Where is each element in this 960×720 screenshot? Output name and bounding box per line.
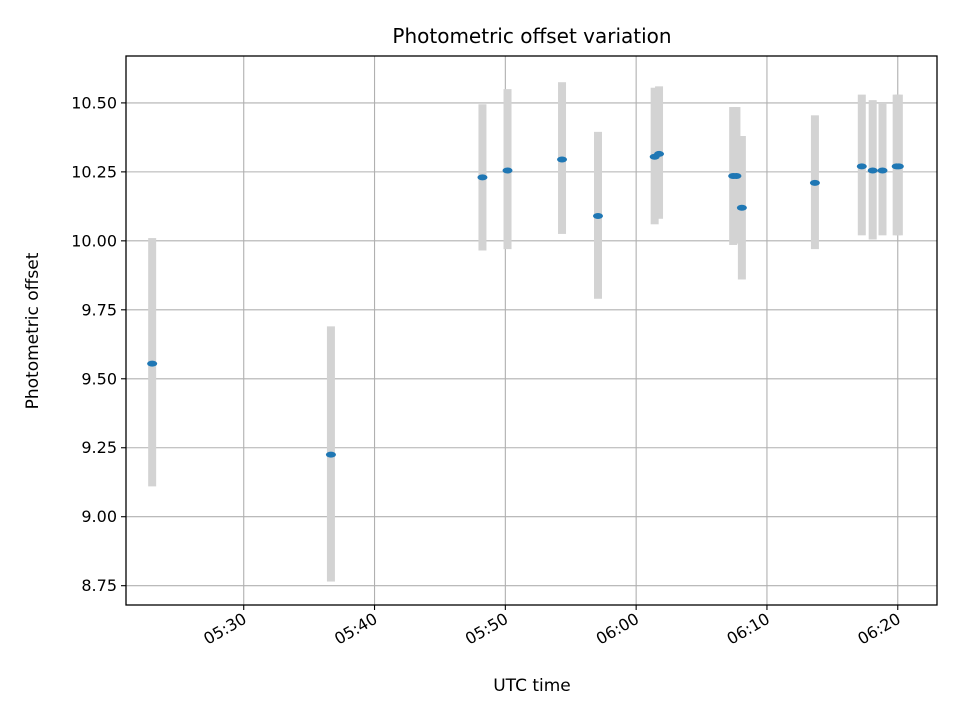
data-point	[557, 156, 568, 163]
y-tick-label: 10.25	[71, 162, 117, 181]
grid	[126, 56, 937, 605]
y-tick-label: 8.75	[81, 576, 117, 595]
y-axis-ticks: 8.75 9.00 9.25 9.50 9.75 10.00 10.25 10.50	[71, 93, 126, 595]
plot-frame	[125, 55, 938, 606]
data-point	[809, 179, 820, 186]
y-tick-label: 9.00	[81, 507, 117, 526]
y-tick-label: 9.25	[81, 438, 117, 457]
y-axis-label: Photometric offset	[23, 252, 43, 409]
data-markers	[147, 150, 904, 458]
data-point	[654, 150, 665, 157]
data-point	[893, 163, 904, 170]
y-tick-label: 9.75	[81, 300, 117, 319]
data-point	[877, 167, 888, 174]
data-point	[731, 173, 742, 180]
data-point	[592, 213, 603, 220]
data-point	[502, 167, 513, 174]
y-tick-label: 10.00	[71, 231, 117, 250]
x-axis-label: UTC time	[493, 676, 571, 696]
y-tick-label: 10.50	[71, 93, 117, 112]
data-point	[856, 163, 867, 170]
data-point	[867, 167, 878, 174]
data-point	[736, 204, 747, 211]
chart-title: Photometric offset variation	[392, 24, 671, 48]
data-point	[147, 360, 158, 367]
y-tick-label: 9.50	[81, 369, 117, 388]
data-point	[477, 174, 488, 181]
data-point	[325, 451, 336, 458]
